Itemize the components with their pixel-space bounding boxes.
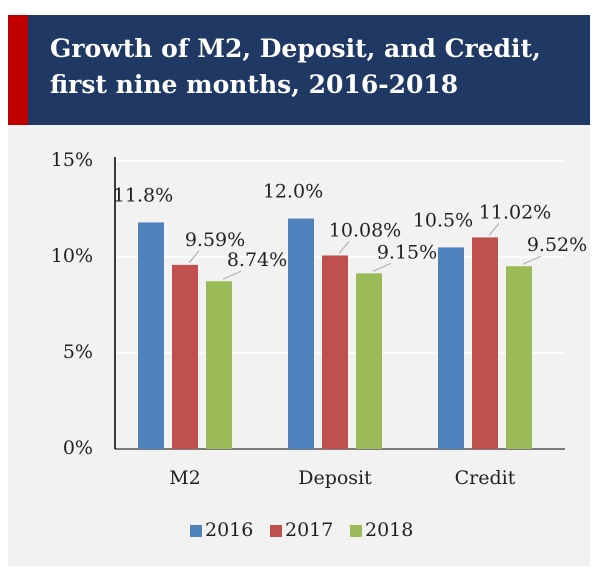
bar: [172, 264, 198, 449]
data-label: 12.0%: [263, 181, 323, 203]
data-label: 8.74%: [227, 249, 287, 271]
bar: [356, 273, 382, 449]
leader-line: [372, 262, 392, 272]
x-tick-label: Deposit: [298, 467, 372, 489]
bar: [206, 281, 232, 449]
leader-line: [488, 223, 500, 236]
y-tick-label: 15%: [51, 149, 93, 171]
bar: [138, 222, 164, 449]
bar: [288, 218, 314, 449]
bar: [438, 247, 464, 449]
bar: [506, 266, 532, 449]
leader-line: [222, 270, 242, 280]
y-tick-label: 10%: [51, 245, 93, 267]
legend-swatch: [190, 525, 202, 537]
chart-title: Growth of M2, Deposit, and Credit, first…: [50, 34, 541, 99]
header: Growth of M2, Deposit, and Credit, first…: [8, 15, 590, 125]
leader-line: [338, 241, 350, 254]
legend-swatch: [350, 525, 362, 537]
leader-line: [188, 250, 200, 264]
legend-label: 2017: [285, 519, 333, 541]
data-label: 11.02%: [479, 201, 551, 223]
legend-label: 2016: [205, 519, 253, 541]
bar: [322, 255, 348, 449]
legend-swatch: [270, 525, 282, 537]
y-tick-label: 5%: [63, 341, 93, 363]
leader-line: [522, 255, 542, 265]
data-label: 9.59%: [185, 229, 245, 251]
data-label: 9.15%: [377, 241, 437, 263]
data-label: 11.8%: [113, 184, 173, 206]
data-label: 9.52%: [527, 234, 587, 256]
legend-label: 2018: [365, 519, 413, 541]
x-tick-label: M2: [169, 467, 201, 489]
x-tick-label: Credit: [455, 467, 516, 489]
bar: [472, 237, 498, 449]
y-tick-label: 0%: [63, 437, 93, 459]
data-label: 10.08%: [329, 219, 401, 241]
accent-strip: [8, 15, 28, 125]
data-label: 10.5%: [413, 209, 473, 231]
